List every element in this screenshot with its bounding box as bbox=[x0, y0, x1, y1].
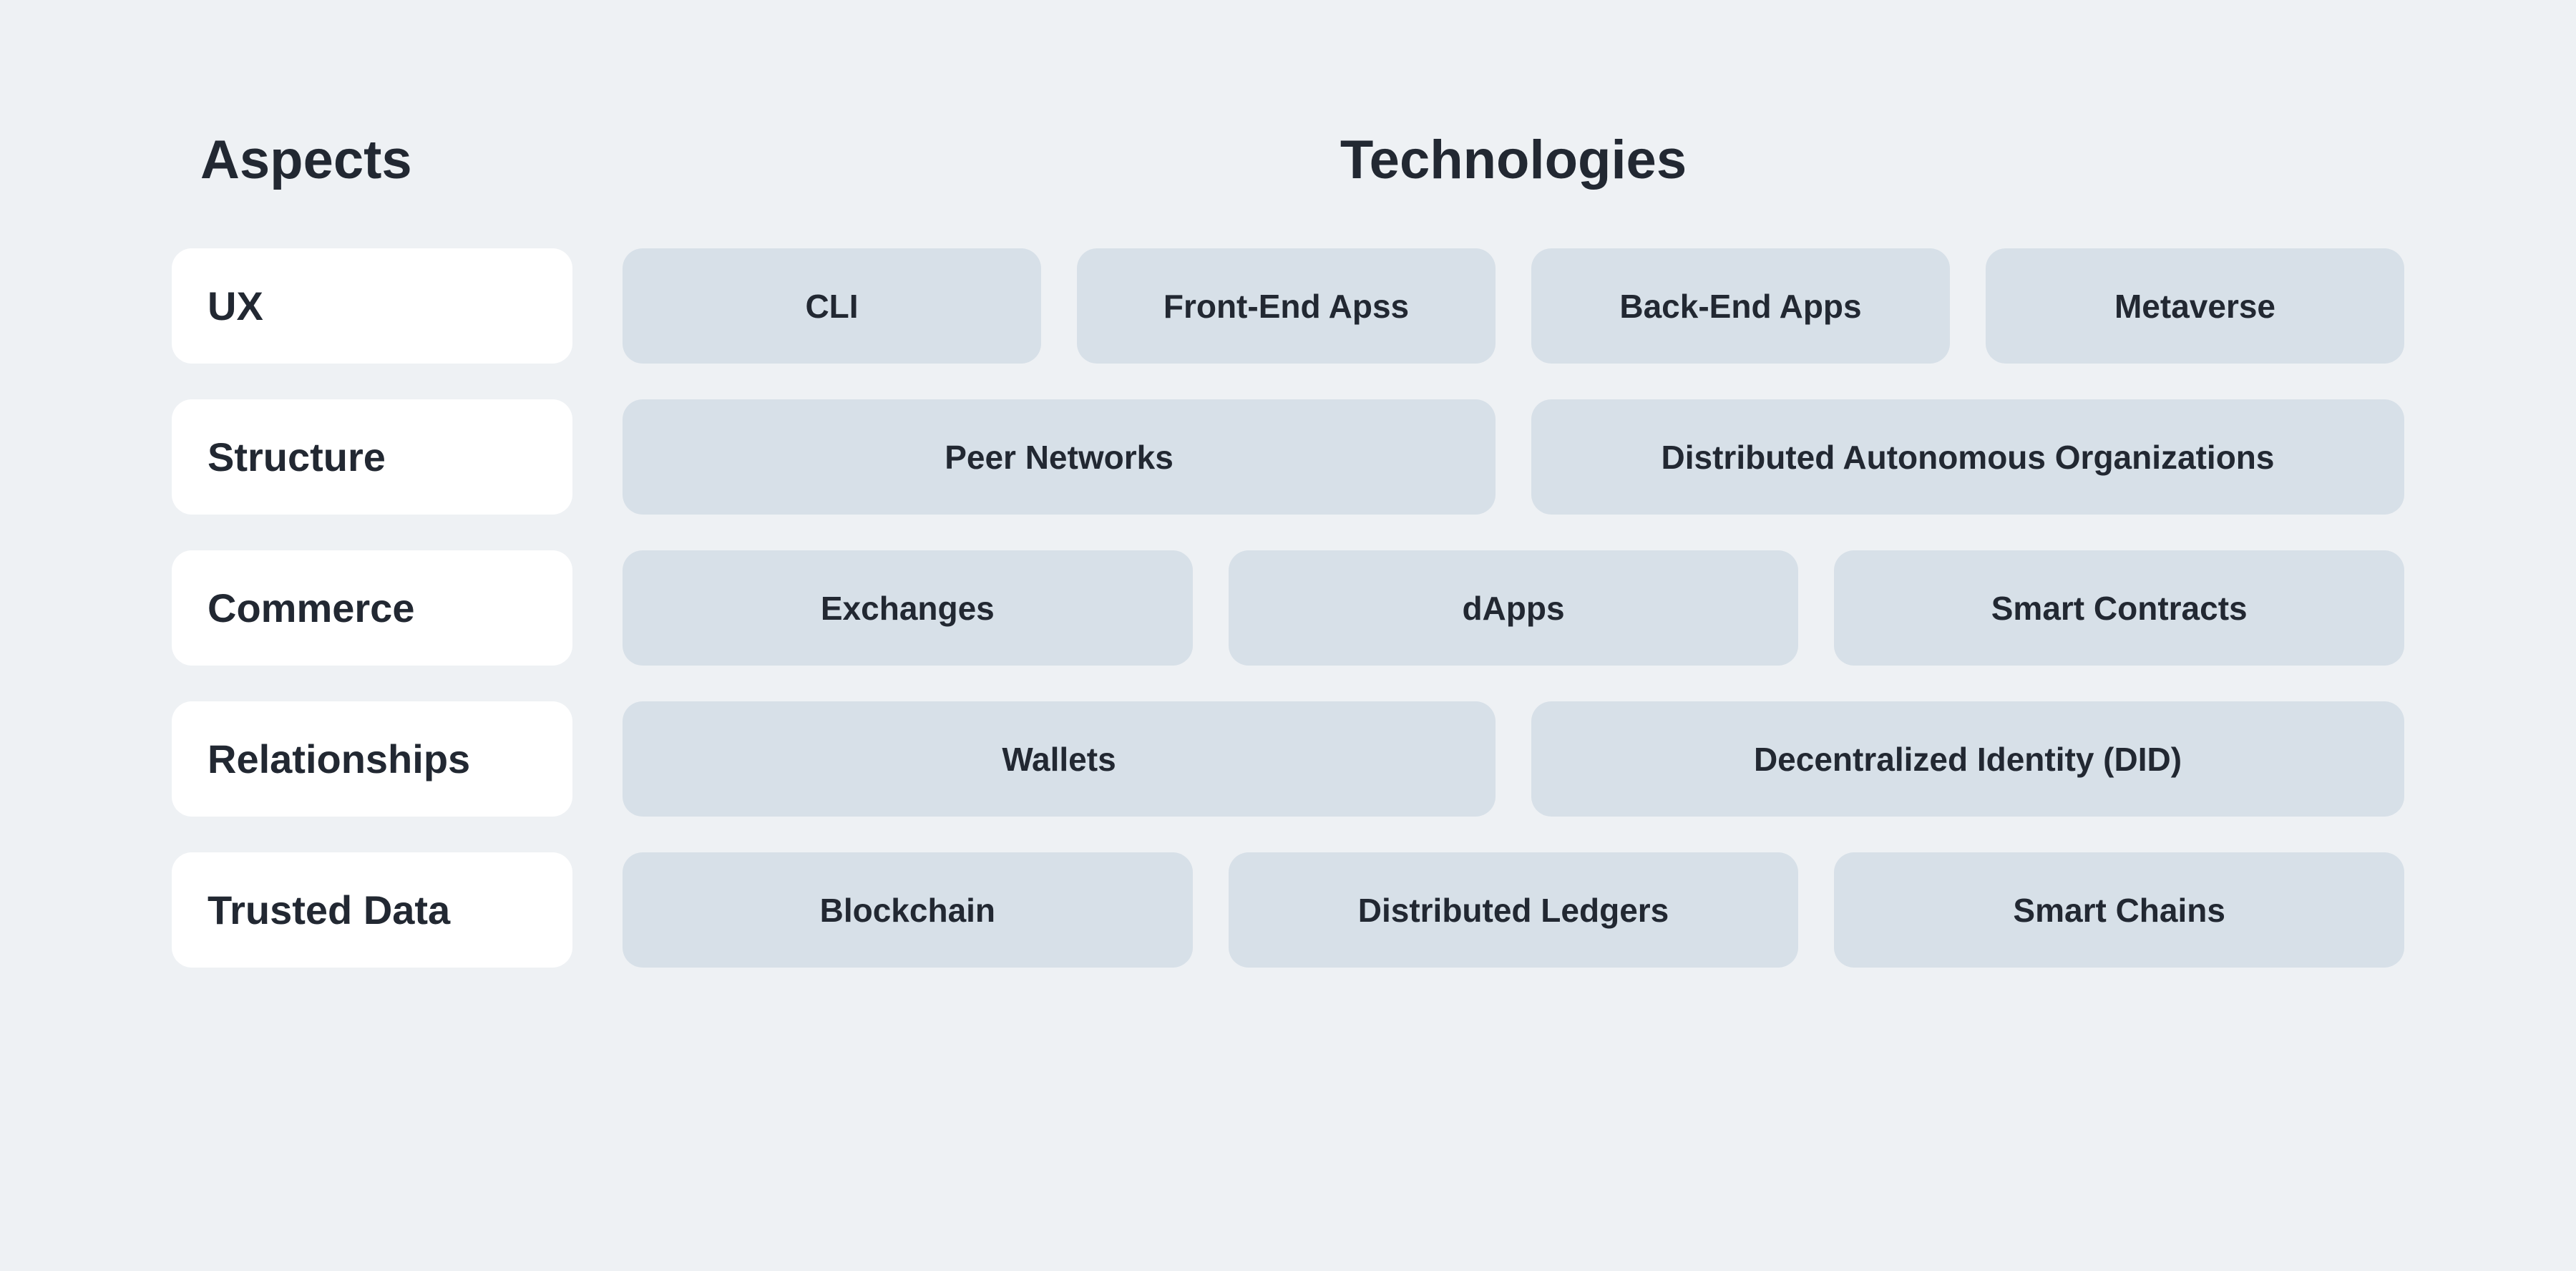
aspect-relationships: Relationships bbox=[172, 701, 572, 817]
row-commerce: Commerce Exchanges dApps Smart Contracts bbox=[172, 550, 2404, 666]
header-technologies: Technologies bbox=[623, 129, 2404, 191]
aspect-ux: UX bbox=[172, 248, 572, 364]
tech-blockchain: Blockchain bbox=[623, 852, 1193, 968]
tech-smart-chains: Smart Chains bbox=[1834, 852, 2404, 968]
tech-frontend-apps: Front-End Apss bbox=[1077, 248, 1496, 364]
diagram-container: Aspects Technologies UX CLI Front-End Ap… bbox=[172, 129, 2404, 968]
tech-peer-networks: Peer Networks bbox=[623, 399, 1496, 515]
tech-dao: Distributed Autonomous Organizations bbox=[1531, 399, 2404, 515]
tech-row-structure: Peer Networks Distributed Autonomous Org… bbox=[623, 399, 2404, 515]
tech-row-relationships: Wallets Decentralized Identity (DID) bbox=[623, 701, 2404, 817]
row-trusted-data: Trusted Data Blockchain Distributed Ledg… bbox=[172, 852, 2404, 968]
tech-wallets: Wallets bbox=[623, 701, 1496, 817]
aspect-commerce: Commerce bbox=[172, 550, 572, 666]
tech-dapps: dApps bbox=[1229, 550, 1799, 666]
tech-distributed-ledgers: Distributed Ledgers bbox=[1229, 852, 1799, 968]
headers-row: Aspects Technologies bbox=[172, 129, 2404, 191]
tech-did: Decentralized Identity (DID) bbox=[1531, 701, 2404, 817]
tech-smart-contracts: Smart Contracts bbox=[1834, 550, 2404, 666]
tech-row-commerce: Exchanges dApps Smart Contracts bbox=[623, 550, 2404, 666]
row-structure: Structure Peer Networks Distributed Auto… bbox=[172, 399, 2404, 515]
row-relationships: Relationships Wallets Decentralized Iden… bbox=[172, 701, 2404, 817]
row-ux: UX CLI Front-End Apss Back-End Apps Meta… bbox=[172, 248, 2404, 364]
tech-backend-apps: Back-End Apps bbox=[1531, 248, 1950, 364]
aspect-structure: Structure bbox=[172, 399, 572, 515]
tech-metaverse: Metaverse bbox=[1986, 248, 2404, 364]
header-aspects: Aspects bbox=[172, 129, 572, 191]
tech-cli: CLI bbox=[623, 248, 1041, 364]
tech-row-trusted-data: Blockchain Distributed Ledgers Smart Cha… bbox=[623, 852, 2404, 968]
aspect-trusted-data: Trusted Data bbox=[172, 852, 572, 968]
tech-row-ux: CLI Front-End Apss Back-End Apps Metaver… bbox=[623, 248, 2404, 364]
tech-exchanges: Exchanges bbox=[623, 550, 1193, 666]
